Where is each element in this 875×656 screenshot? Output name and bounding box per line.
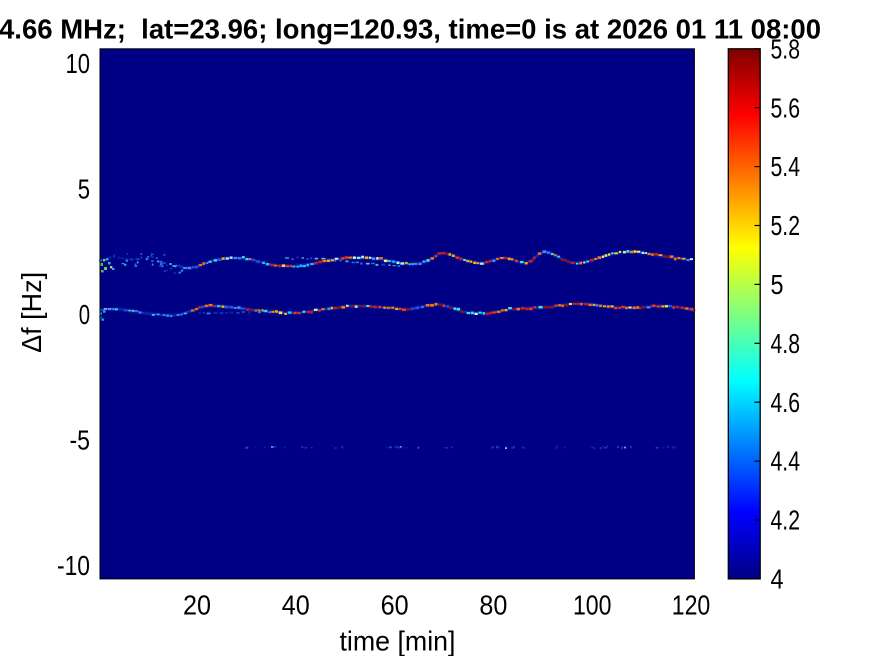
svg-text:5: 5	[771, 269, 784, 300]
svg-text:time [min]: time [min]	[340, 626, 456, 656]
svg-text:20: 20	[183, 589, 211, 620]
svg-text:-5: -5	[70, 425, 91, 456]
svg-text:5.2: 5.2	[771, 210, 801, 241]
svg-text:60: 60	[381, 589, 409, 620]
svg-text:100: 100	[573, 589, 612, 620]
svg-text:Δf [Hz]: Δf [Hz]	[16, 272, 47, 353]
svg-text:5.6: 5.6	[771, 92, 801, 123]
svg-text:0: 0	[79, 299, 90, 330]
svg-text:4.6: 4.6	[771, 387, 801, 418]
svg-text:-10: -10	[57, 550, 90, 581]
svg-text:4.2: 4.2	[771, 505, 801, 536]
svg-text:4.66 MHz; lat=23.96; long=120: 4.66 MHz; lat=23.96; long=120.93, time=0…	[0, 13, 821, 44]
svg-text:5.8: 5.8	[771, 33, 801, 64]
svg-text:80: 80	[479, 589, 507, 620]
svg-text:5: 5	[78, 173, 90, 204]
svg-text:120: 120	[672, 589, 711, 620]
svg-text:40: 40	[282, 589, 310, 620]
svg-text:5.4: 5.4	[771, 151, 801, 182]
svg-text:4.8: 4.8	[771, 328, 801, 359]
svg-text:10: 10	[66, 48, 91, 79]
svg-text:4: 4	[771, 564, 784, 595]
svg-text:4.4: 4.4	[771, 446, 801, 477]
